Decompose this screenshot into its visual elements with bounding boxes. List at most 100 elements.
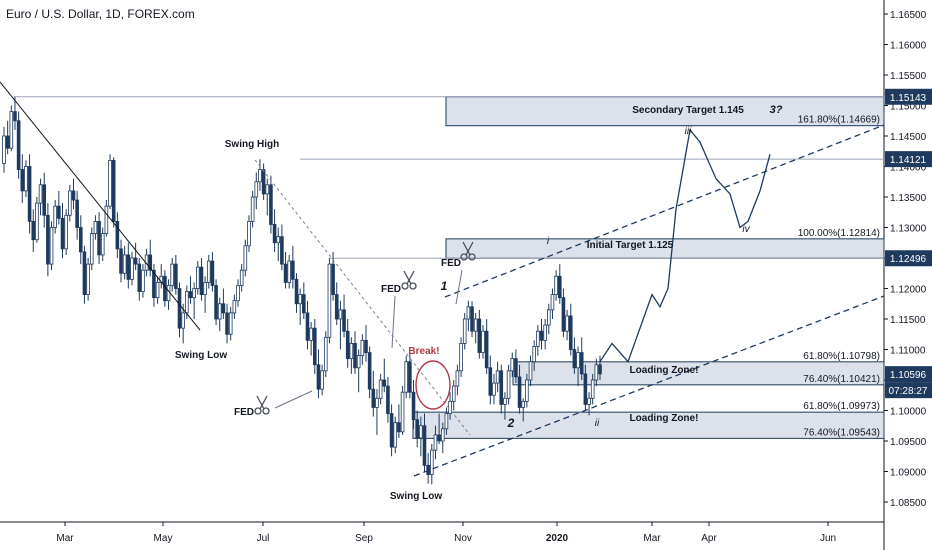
candle-body: [444, 413, 449, 430]
candle-body: [481, 330, 485, 353]
candle-body: [130, 257, 134, 280]
candle-body: [60, 217, 65, 250]
candle-body: [5, 135, 10, 149]
candle-body: [38, 184, 43, 204]
candle-body: [20, 169, 25, 192]
candle-body: [536, 330, 540, 347]
price-tag-label: 1.10596: [890, 370, 927, 381]
candle-body: [276, 236, 281, 244]
price-tag-label: 1.12496: [890, 254, 927, 265]
candle-body: [378, 379, 383, 399]
fib-label: 76.40%(1.09543): [803, 427, 880, 438]
candle-body: [459, 342, 463, 372]
candle-body: [342, 309, 346, 332]
candle-body: [181, 312, 185, 329]
x-tick-label: May: [154, 533, 173, 544]
candle-body: [89, 233, 94, 265]
projection-path: [599, 128, 771, 363]
candle-body: [316, 364, 321, 390]
candle-body: [269, 184, 273, 225]
candle-body: [302, 294, 306, 314]
candle-body: [532, 346, 536, 363]
candle-body: [466, 306, 471, 320]
price-tag: 07:28:27: [885, 382, 932, 399]
scissors-blade: [462, 241, 471, 256]
scissors-ring: [409, 282, 417, 290]
x-tick-label: Apr: [701, 533, 717, 544]
candle-body: [579, 352, 584, 375]
candle-body: [550, 294, 555, 311]
candle-body: [495, 370, 500, 384]
candle-body: [477, 318, 482, 353]
candle-body: [309, 327, 313, 341]
candle-body: [587, 397, 591, 405]
candle-body: [291, 260, 295, 280]
candle-body: [31, 220, 36, 241]
candle-body: [583, 373, 588, 405]
candle-body: [364, 339, 368, 353]
candle-body: [78, 227, 83, 253]
candle-body: [506, 370, 511, 399]
candle-body: [258, 169, 262, 183]
scissors-ring: [468, 253, 476, 261]
candle-body: [572, 349, 577, 369]
candle-body: [9, 111, 14, 149]
candle-body: [514, 358, 518, 378]
candle-body: [440, 428, 445, 442]
price-tag-label: 1.14121: [890, 155, 927, 166]
annotation-label: FED: [441, 258, 461, 269]
candle-body: [166, 285, 171, 302]
candle-body: [331, 263, 335, 296]
candle-body: [455, 370, 460, 387]
candle-body: [389, 413, 394, 448]
candle-body: [382, 379, 387, 387]
candle-body: [320, 370, 324, 390]
annotation-label: 1: [441, 279, 448, 293]
x-tick-label: Mar: [56, 533, 74, 544]
candle-body: [104, 205, 109, 234]
candle-body: [561, 297, 566, 332]
candle-body: [13, 111, 17, 122]
candle-body: [97, 220, 101, 256]
zone-label: Loading Zone!: [630, 365, 699, 376]
candle-body: [133, 257, 138, 265]
y-tick-label: 1.16000: [890, 41, 927, 52]
candle-body: [247, 220, 251, 247]
scissors-blade: [259, 395, 268, 410]
candle-body: [327, 263, 332, 338]
annotation-label: FED: [234, 407, 254, 418]
scissors-blade: [465, 241, 474, 256]
y-tick-label: 1.13000: [890, 224, 927, 235]
zone-label: Initial Target 1.125: [587, 240, 674, 251]
break-circle: [415, 360, 451, 410]
candle-body: [554, 275, 558, 295]
scissors-icon: [401, 270, 417, 290]
candle-body: [345, 330, 350, 360]
candle-body: [86, 263, 90, 296]
candle-body: [236, 285, 240, 302]
candle-body: [503, 397, 507, 405]
candle-body: [462, 318, 467, 344]
y-tick-label: 1.09000: [890, 468, 927, 479]
scissors-blade: [403, 270, 412, 285]
candle-body: [334, 294, 339, 320]
candle-body: [349, 342, 354, 360]
zone-label: Secondary Target 1.145: [632, 105, 744, 116]
x-tick-label: Jun: [820, 533, 836, 544]
candle-body: [360, 339, 365, 357]
price-tag: 1.15143: [885, 88, 932, 105]
candle-body: [448, 400, 452, 414]
candle-body: [35, 202, 39, 241]
candle-body: [137, 263, 142, 292]
candle-body: [203, 281, 207, 295]
price-tag-bg: [885, 88, 932, 105]
candle-body: [415, 419, 419, 439]
candle-body: [82, 251, 87, 295]
candle-body: [492, 382, 496, 396]
candle-body: [272, 224, 277, 244]
x-tick-label: Nov: [454, 533, 472, 544]
candle-body: [312, 327, 317, 366]
candle-body: [484, 330, 489, 369]
